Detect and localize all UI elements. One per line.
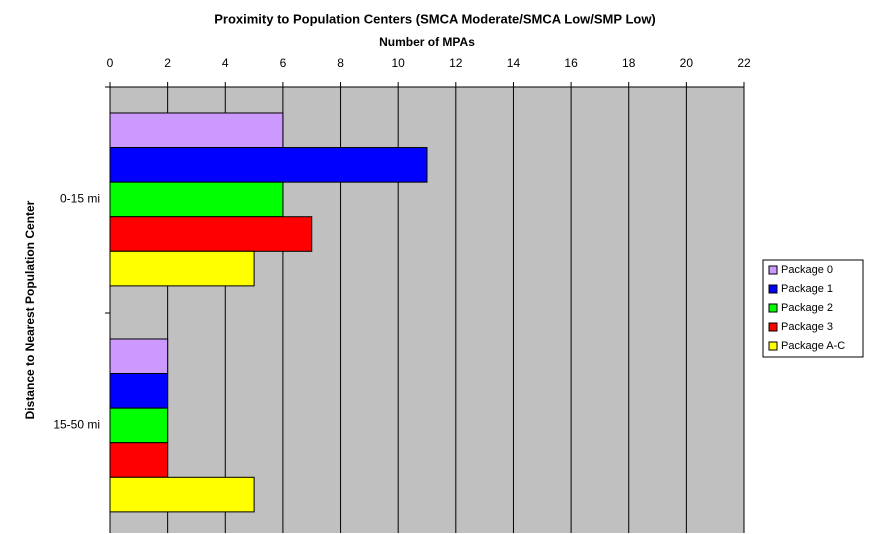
legend-swatch [768, 303, 778, 313]
chart-title: Proximity to Population Centers (SMCA Mo… [214, 11, 656, 26]
x-tick-label: 16 [564, 56, 578, 70]
y-axis-title: Distance to Nearest Population Center [23, 200, 37, 419]
x-tick-label: 0 [107, 56, 114, 70]
bar [109, 442, 169, 478]
bar [109, 112, 284, 149]
bar [109, 338, 169, 375]
bar [109, 250, 255, 287]
x-tick-label: 14 [507, 56, 521, 70]
x-tick-label: 4 [222, 56, 229, 70]
legend-swatch [768, 284, 778, 294]
bar [109, 216, 313, 252]
x-tick-label: 6 [280, 56, 287, 70]
x-tick-label: 18 [622, 56, 636, 70]
legend-label: Package 1 [781, 283, 833, 295]
bar [109, 476, 255, 513]
bar [109, 181, 284, 218]
x-tick-label: 20 [680, 56, 694, 70]
x-tick-label: 8 [337, 56, 344, 70]
legend-label: Package 0 [781, 264, 833, 276]
legend-swatch [768, 322, 778, 332]
legend-box [762, 259, 864, 358]
x-tick-label: 22 [737, 56, 751, 70]
legend-swatch [768, 341, 778, 351]
y-tick-label: 15-50 mi [53, 418, 100, 432]
x-tick-label: 2 [164, 56, 171, 70]
y-tick-label: 0-15 mi [60, 192, 100, 206]
bar [109, 373, 169, 409]
x-axis-title: Number of MPAs [379, 35, 475, 49]
legend-label: Package 3 [781, 321, 833, 333]
legend-swatch [768, 265, 778, 275]
legend-label: Package 2 [781, 302, 833, 314]
bar [109, 407, 169, 444]
x-tick-label: 12 [449, 56, 463, 70]
legend-label: Package A-C [781, 340, 845, 352]
bar [109, 147, 428, 183]
x-tick-label: 10 [392, 56, 406, 70]
